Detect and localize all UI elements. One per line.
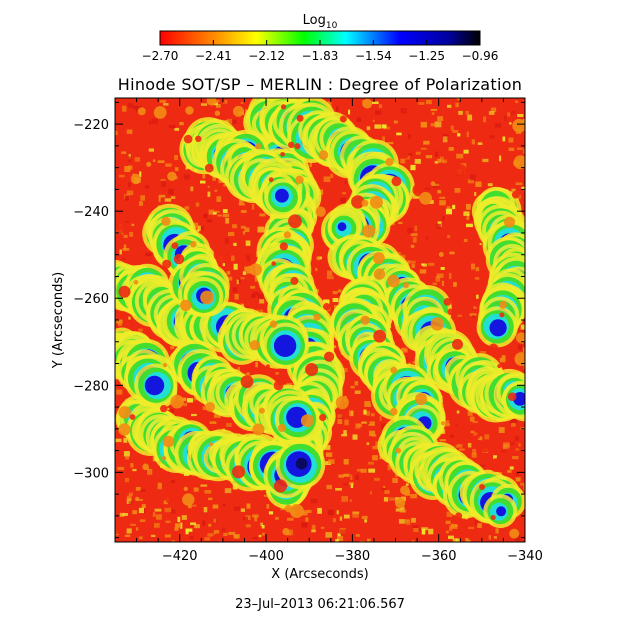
colorbar-tick-label: −1.25 bbox=[408, 49, 445, 63]
x-tick-label: −380 bbox=[335, 549, 371, 564]
x-axis-label: X (Arcseconds) bbox=[271, 567, 368, 582]
x-tick-label: −340 bbox=[507, 549, 543, 564]
y-tick-label: −260 bbox=[73, 292, 109, 307]
y-tick-label: −220 bbox=[73, 118, 109, 133]
x-axis-ticks: −420 −400 −380 −360 −340 bbox=[114, 98, 543, 564]
x-tick-label: −400 bbox=[248, 549, 284, 564]
polarization-map-image bbox=[115, 98, 525, 542]
colorbar-tick-marks bbox=[159, 40, 481, 45]
plot-title: Hinode SOT/SP – MERLIN : Degree of Polar… bbox=[118, 75, 523, 94]
observation-timestamp: 23–Jul–2013 06:21:06.567 bbox=[235, 597, 405, 612]
colorbar-tick-label: −1.83 bbox=[302, 49, 339, 63]
colorbar-title: Log10 bbox=[303, 13, 338, 31]
colorbar-tick-label: −2.41 bbox=[195, 49, 232, 63]
y-tick-label: −300 bbox=[73, 466, 109, 481]
y-tick-label: −240 bbox=[73, 205, 109, 220]
magnetic-network-features bbox=[115, 98, 525, 542]
colorbar-tick-labels: −2.70 −2.41 −2.12 −1.83 −1.54 −1.25 −0.96 bbox=[142, 49, 499, 63]
colorbar-tick-label: −0.96 bbox=[462, 49, 499, 63]
y-axis-ticks: −220 −240 −260 −280 −300 bbox=[73, 101, 525, 539]
x-tick-label: −420 bbox=[162, 549, 198, 564]
x-tick-label: −360 bbox=[421, 549, 457, 564]
colorbar-tick-label: −2.70 bbox=[142, 49, 179, 63]
colorbar-tick-label: −1.54 bbox=[355, 49, 392, 63]
colorbar-tick-label: −2.12 bbox=[248, 49, 285, 63]
y-axis-label: Y (Arcseconds) bbox=[51, 272, 66, 369]
y-tick-label: −280 bbox=[73, 379, 109, 394]
